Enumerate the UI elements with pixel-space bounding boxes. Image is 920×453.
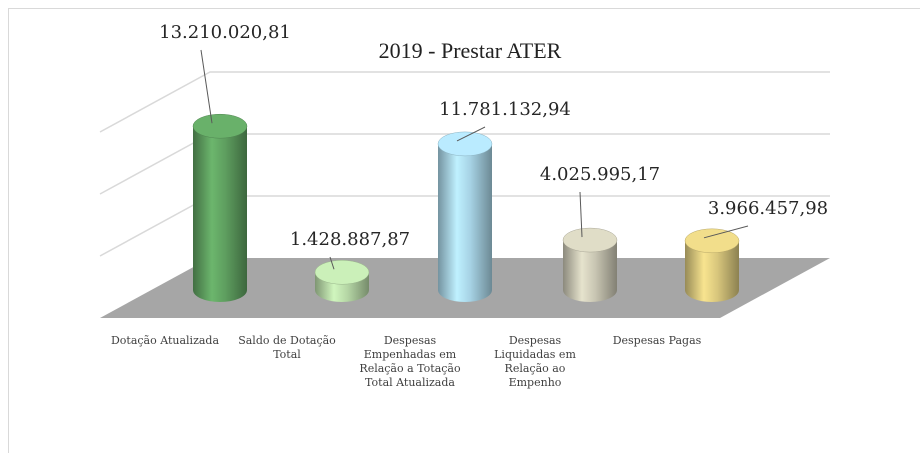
bar bbox=[193, 126, 247, 302]
x-tick-label: Saldo de Dotação Total bbox=[238, 334, 336, 361]
x-tick-label: Despesas Pagas bbox=[612, 334, 702, 347]
grid-line bbox=[99, 71, 830, 133]
leader-line bbox=[200, 49, 213, 124]
leader-line bbox=[329, 256, 335, 270]
value-label: 4.025.995,17 bbox=[540, 164, 660, 185]
chart-title: 2019 - Prestar ATER bbox=[379, 38, 562, 63]
value-label: 1.428.887,87 bbox=[290, 229, 410, 250]
bar bbox=[438, 143, 492, 302]
leader-line bbox=[703, 225, 749, 239]
chart-frame bbox=[8, 8, 920, 453]
leader-line bbox=[579, 191, 583, 238]
bar-top bbox=[314, 260, 370, 285]
bar-top bbox=[192, 113, 248, 139]
leader-line bbox=[456, 126, 486, 142]
value-label: 11.781.132,94 bbox=[439, 99, 571, 120]
bar-top bbox=[437, 131, 493, 157]
value-label: 3.966.457,98 bbox=[708, 198, 828, 219]
x-tick-label: Despesas Empenhadas em Relação a Totação… bbox=[359, 334, 461, 389]
x-tick-label: Despesas Liquidadas em Relação ao Empenh… bbox=[494, 334, 576, 389]
x-tick-label: Dotação Atualizada bbox=[110, 334, 220, 347]
bar-top bbox=[684, 228, 740, 254]
bar bbox=[563, 240, 617, 302]
value-label: 13.210.020,81 bbox=[159, 22, 291, 43]
bar bbox=[685, 240, 739, 302]
bar-top bbox=[562, 227, 618, 253]
